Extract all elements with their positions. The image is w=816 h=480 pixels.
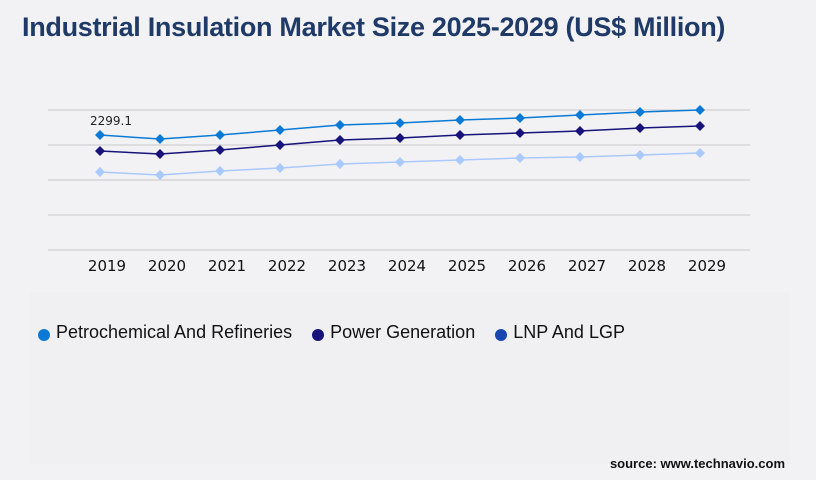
x-tick-label: 2026 [508,257,546,275]
data-point [335,120,345,130]
x-tick-label: 2021 [208,257,246,275]
data-point [215,145,225,155]
data-point [95,146,105,156]
x-tick-label: 2027 [568,257,606,275]
data-point [395,118,405,128]
x-tick-label: 2023 [328,257,366,275]
data-point [335,159,345,169]
data-point [335,135,345,145]
legend-label: Petrochemical And Refineries [56,322,293,342]
data-point [455,155,465,165]
data-point [455,130,465,140]
legend-item-power-generation: Power Generation [312,322,475,343]
legend: Petrochemical And Refineries Power Gener… [38,322,625,343]
data-point [395,133,405,143]
legend-marker-icon [38,328,50,341]
x-tick-label: 2022 [268,257,306,275]
line-chart: 2019 2020 2021 2022 2023 2024 2025 2026 2027 2028… [48,105,750,275]
data-point [395,157,405,167]
data-point [275,140,285,150]
data-point [695,105,705,115]
legend-label: LNP And LGP [513,322,625,342]
legend-marker-icon [495,328,508,341]
data-point [635,150,645,160]
data-point [155,149,165,159]
data-point [275,163,285,173]
legend-panel [30,292,790,464]
data-point [275,125,285,135]
data-point [695,148,705,158]
legend-item-petrochemical: Petrochemical And Refineries [38,322,292,343]
data-label: 2299.1 [90,114,132,128]
data-point [575,110,585,120]
x-tick-label: 2020 [148,257,186,275]
x-tick-label: 2024 [388,257,426,275]
x-tick-label: 2025 [448,257,486,275]
chart-title: Industrial Insulation Market Size 2025-2… [22,12,726,42]
data-point [515,128,525,138]
data-point [575,126,585,136]
x-tick-label: 2029 [688,257,726,275]
data-point [95,130,105,141]
data-point [635,123,645,133]
data-point [575,152,585,162]
data-point [215,166,225,176]
data-point [515,153,525,163]
data-point [635,107,645,117]
legend-marker-icon [312,328,325,341]
x-tick-label: 2028 [628,257,666,275]
legend-label: Power Generation [330,322,476,342]
data-point [95,167,105,177]
legend-item-lnp-lgp: LNP And LGP [495,322,625,343]
source-text: source: www.technavio.com [609,456,785,471]
data-point [515,113,525,123]
data-point [455,115,465,125]
data-point [695,121,705,131]
data-point [215,130,225,140]
x-tick-label: 2019 [88,257,126,275]
data-point [155,170,165,180]
data-point [155,134,165,144]
